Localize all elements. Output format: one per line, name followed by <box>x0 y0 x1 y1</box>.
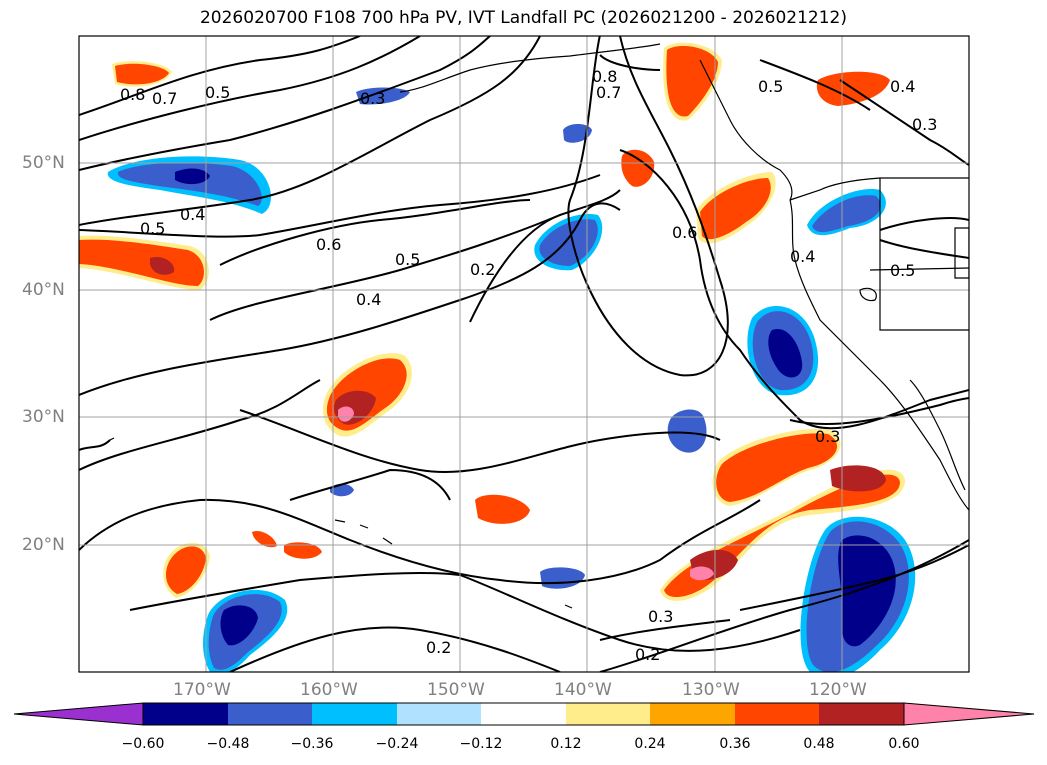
contour-label: 0.7 <box>596 83 621 102</box>
contour-label: 0.3 <box>648 607 673 626</box>
lon-label-160w: 160°W <box>300 680 358 700</box>
colorbar-tick-label: 0.24 <box>634 736 666 752</box>
lat-label-20n: 20°N <box>22 535 65 555</box>
colorbar-bin <box>312 703 397 725</box>
contour-label: 0.3 <box>912 115 937 134</box>
colorbar-tick-label: 0.60 <box>888 736 920 752</box>
colorbar-bin <box>397 703 481 725</box>
colorbar-tick-label: −0.48 <box>206 736 250 752</box>
contour-label: 0.5 <box>140 219 165 238</box>
contour-label: 0.6 <box>316 235 341 254</box>
lat-label-30n: 30°N <box>22 407 65 427</box>
colorbar-bin <box>143 703 228 725</box>
colorbar-tick-label: −0.60 <box>121 736 165 752</box>
contour-label: 0.4 <box>890 77 915 96</box>
contour-label: 0.5 <box>758 77 783 96</box>
lon-label-120w: 120°W <box>809 680 867 700</box>
colorbar-bin <box>819 703 904 725</box>
contour-label: 0.4 <box>180 205 205 224</box>
lon-label-130w: 130°W <box>682 680 740 700</box>
colorbar-bin <box>650 703 735 725</box>
colorbar-tick-label: −0.24 <box>375 736 419 752</box>
contour-label: 0.3 <box>815 427 840 446</box>
contour-labels: 0.8 0.7 0.5 0.3 0.4 0.5 0.6 0.5 0.4 0.2 … <box>120 67 937 664</box>
colorbar-bin <box>566 703 650 725</box>
map-frame <box>78 35 970 673</box>
map-title: 2026020700 F108 700 hPa PV, IVT Landfall… <box>199 8 847 28</box>
colorbar <box>13 702 1035 726</box>
contour-label: 0.7 <box>152 89 177 108</box>
contour-label: 0.8 <box>120 85 145 104</box>
lon-label-140w: 140°W <box>554 680 612 700</box>
contour-label: 0.5 <box>205 83 230 102</box>
lat-label-40n: 40°N <box>22 280 65 300</box>
colorbar-bin <box>228 703 312 725</box>
colorbar-extend-max <box>903 702 1035 726</box>
contour-label: 0.2 <box>635 645 660 664</box>
contour-label: 0.2 <box>470 260 495 279</box>
contour-label: 0.4 <box>356 290 381 309</box>
coastlines <box>109 43 969 609</box>
colorbar-tick-label: 0.48 <box>803 736 835 752</box>
colorbar-tick-label: 0.12 <box>550 736 582 752</box>
colorbar-tick-label: −0.12 <box>459 736 503 752</box>
contour-label: 0.4 <box>790 247 815 266</box>
contour-label: 0.6 <box>672 223 697 242</box>
pc-shading <box>79 42 916 672</box>
colorbar-tick-label: −0.36 <box>290 736 334 752</box>
contour-label: 0.3 <box>360 89 385 108</box>
lat-label-50n: 50°N <box>22 153 65 173</box>
contour-label: 0.5 <box>890 261 915 280</box>
colorbar-tick-label: 0.36 <box>719 736 751 752</box>
contour-label: 0.8 <box>592 67 617 86</box>
lon-label-170w: 170°W <box>173 680 231 700</box>
colorbar-bin <box>735 703 819 725</box>
contour-label: 0.5 <box>395 250 420 269</box>
neg-blob-aleutian <box>356 87 410 105</box>
graticule <box>79 36 969 672</box>
colorbar-bin <box>481 703 566 725</box>
lon-label-150w: 150°W <box>427 680 485 700</box>
contour-label: 0.2 <box>426 638 451 657</box>
colorbar-extend-min <box>13 702 144 726</box>
